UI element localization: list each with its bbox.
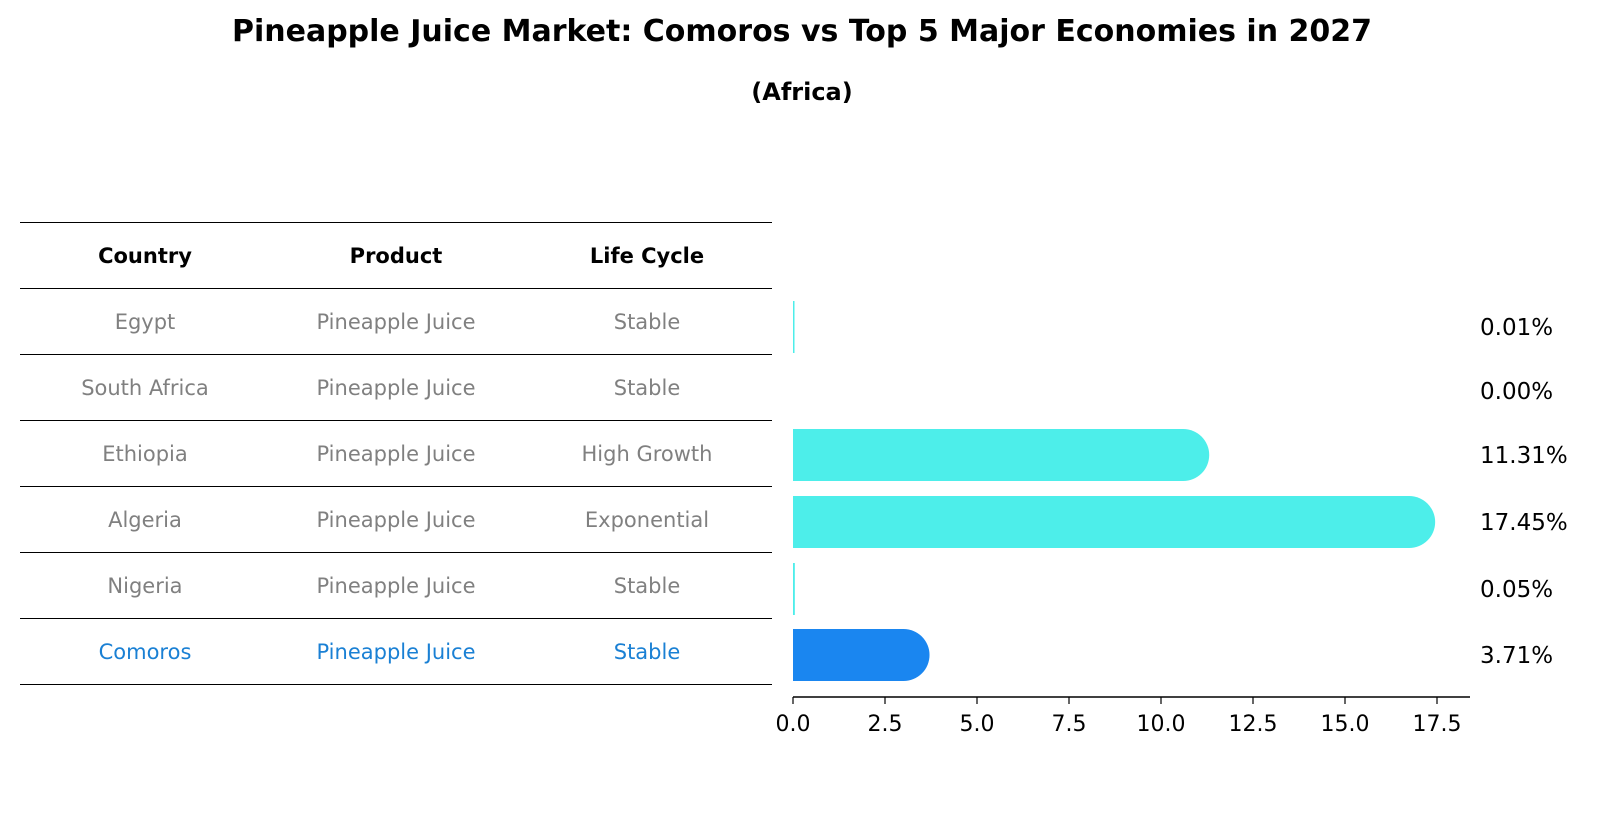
table-row: Egypt Pineapple Juice Stable xyxy=(20,288,772,354)
country-cell: Nigeria xyxy=(107,574,183,598)
value-label: 3.71% xyxy=(1480,643,1553,669)
chart-title: Pineapple Juice Market: Comoros vs Top 5… xyxy=(231,14,1373,49)
bar xyxy=(793,563,795,615)
value-label: 0.05% xyxy=(1480,577,1553,603)
x-tick-label: 5.0 xyxy=(960,712,995,737)
product-cell: Pineapple Juice xyxy=(316,442,476,466)
value-label: 0.00% xyxy=(1480,379,1553,405)
x-tick-label: 10.0 xyxy=(1137,712,1186,737)
product-cell: Pineapple Juice xyxy=(316,376,476,400)
value-label: 11.31% xyxy=(1480,443,1568,469)
chart-subtitle: (Africa) xyxy=(751,78,853,106)
country-cell: Ethiopia xyxy=(102,442,188,466)
bar xyxy=(793,496,1436,548)
x-tick-label: 0.0 xyxy=(776,712,811,737)
x-tick-label: 12.5 xyxy=(1229,712,1278,737)
country-cell: Algeria xyxy=(108,508,182,532)
life-cycle-cell: Exponential xyxy=(584,508,710,532)
table-row: Algeria Pineapple Juice Exponential xyxy=(20,486,772,552)
value-label: 17.45% xyxy=(1480,510,1568,536)
table-row: South Africa Pineapple Juice Stable xyxy=(20,354,772,420)
column-header-life-cycle: Life Cycle xyxy=(589,244,705,268)
life-cycle-cell: Stable xyxy=(613,376,681,400)
product-cell: Pineapple Juice xyxy=(316,508,476,532)
product-cell: Pineapple Juice xyxy=(316,574,476,598)
life-cycle-cell: High Growth xyxy=(581,442,713,466)
column-header-country: Country xyxy=(98,244,192,268)
country-cell: Comoros xyxy=(98,640,192,664)
life-cycle-cell: Stable xyxy=(613,574,681,598)
table-row-highlight: Comoros Pineapple Juice Stable xyxy=(20,618,772,685)
table-row: Ethiopia Pineapple Juice High Growth xyxy=(20,420,772,486)
life-cycle-cell: Stable xyxy=(613,640,681,664)
life-cycle-cell: Stable xyxy=(613,310,681,334)
x-tick-label: 2.5 xyxy=(868,712,903,737)
country-table: Country Product Life Cycle Egypt Pineapp… xyxy=(20,222,772,685)
bar xyxy=(793,301,795,353)
table-row: Nigeria Pineapple Juice Stable xyxy=(20,552,772,618)
country-cell: Egypt xyxy=(114,310,176,334)
product-cell: Pineapple Juice xyxy=(316,640,476,664)
country-cell: South Africa xyxy=(81,376,209,400)
value-label: 0.01% xyxy=(1480,315,1553,341)
column-header-product: Product xyxy=(349,244,443,268)
x-tick-label: 15.0 xyxy=(1321,712,1370,737)
table-header-row: Country Product Life Cycle xyxy=(20,222,772,288)
x-tick-label: 17.5 xyxy=(1413,712,1462,737)
bar xyxy=(793,429,1210,481)
x-tick-label: 7.5 xyxy=(1052,712,1087,737)
bar xyxy=(793,629,930,681)
product-cell: Pineapple Juice xyxy=(316,310,476,334)
